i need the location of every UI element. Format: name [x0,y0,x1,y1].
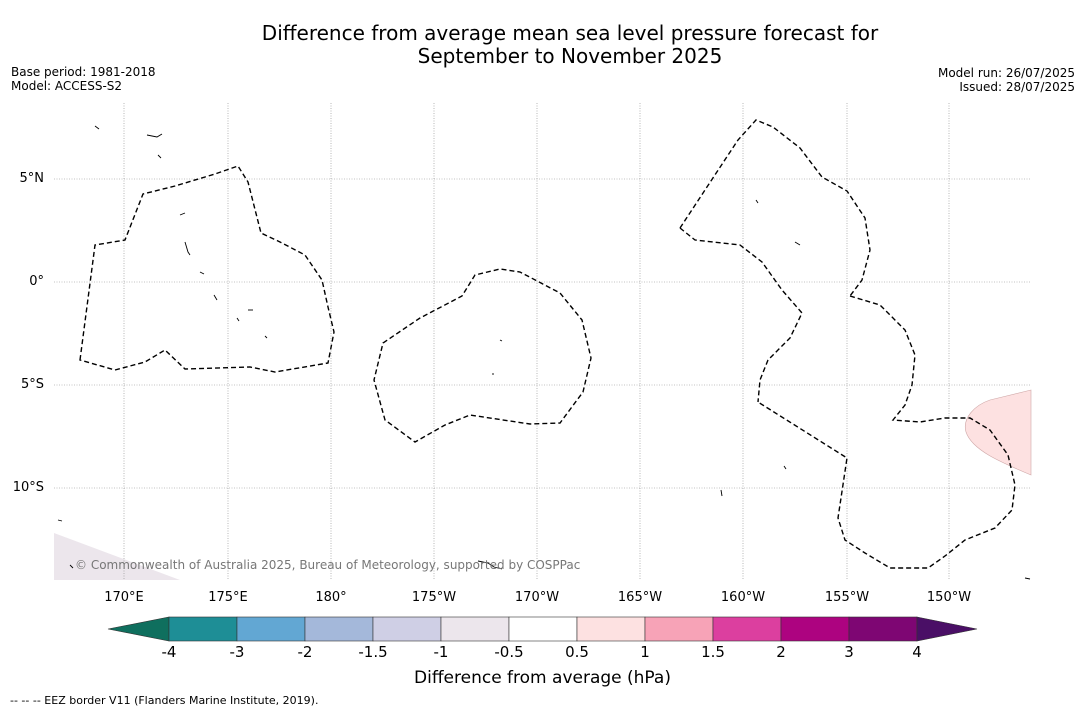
lat-label-5s: 5°S [20,377,44,392]
lat-label-0: 0° [29,274,44,289]
colorbar-tick: -1.5 [358,643,388,661]
colorbar-tick: -4 [161,643,177,661]
lon-label-175w: 175°W [411,590,457,605]
colorbar-tick: 1 [640,643,650,661]
colorbar-tick: 1.5 [701,643,725,661]
colorbar-tick: -2 [297,643,313,661]
colorbar-tick: 3 [844,643,854,661]
base-period-text: Base period: 1981-2018 [11,65,156,79]
colorbar-tick: 4 [912,643,922,661]
model-run-text: Model run: 26/07/2025 [937,66,1075,80]
lon-label-160w: 160°W [720,590,766,605]
lon-label-155w: 155°W [824,590,870,605]
eez-border-central [373,268,592,443]
base-period-info: Base period: 1981-2018 Model: ACCESS-S2 [11,65,156,93]
colorbar-tick: -1 [433,643,449,661]
lon-label-170e: 170°E [104,590,144,605]
model-run-info: Model run: 26/07/2025 Issued: 28/07/2025 [938,66,1075,94]
eez-borders [79,119,1016,569]
map-area [54,103,1032,580]
copyright-notice: © Commonwealth of Australia 2025, Bureau… [75,558,581,572]
colorbar-tick: 2 [776,643,786,661]
map-title-line2: September to November 2025 [417,44,723,68]
pressure-anomaly-region-southwest [54,533,180,580]
lon-label-180: 180° [315,590,347,605]
pressure-anomaly-region-east [964,389,1032,476]
eez-border-west [79,165,335,373]
colorbar [107,616,978,642]
eez-border-northeast [679,119,871,297]
lat-label-5n: 5°N [19,171,45,186]
colorbar-extend-low [107,616,170,642]
map-title-line1: Difference from average mean sea level p… [261,21,879,45]
islands [57,125,1031,580]
lat-label-10s: 10°S [12,480,44,495]
colorbar-title: Difference from average (hPa) [414,668,671,688]
eez-footnote: -- -- -- EEZ border V11 (Flanders Marine… [10,694,319,707]
colorbar-extend-high [916,616,978,642]
colorbar-tick: 0.5 [565,643,589,661]
eez-border-northeast-lower [679,227,803,403]
issued-text: Issued: 28/07/2025 [959,80,1075,94]
map-gridlines [54,103,1031,580]
lon-label-165w: 165°W [617,590,663,605]
lon-label-175e: 175°E [208,590,248,605]
model-text: Model: ACCESS-S2 [11,79,123,93]
map-title: Difference from average mean sea level p… [0,22,1085,68]
lon-label-150w: 150°W [926,590,972,605]
colorbar-tick: -3 [229,643,245,661]
colorbar-tick: -0.5 [494,643,524,661]
lon-label-170w: 170°W [514,590,560,605]
